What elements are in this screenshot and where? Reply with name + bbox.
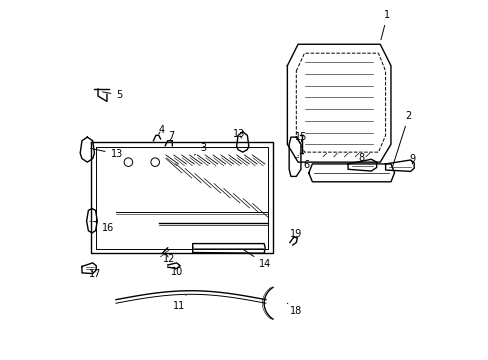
Text: 17: 17: [89, 269, 101, 279]
Text: 7: 7: [168, 131, 174, 141]
Text: 6: 6: [298, 156, 308, 170]
Text: 8: 8: [358, 153, 364, 163]
Text: 13: 13: [91, 148, 122, 159]
Text: 2: 2: [392, 111, 411, 167]
Text: 15: 15: [294, 132, 306, 142]
Text: 19: 19: [289, 229, 301, 239]
Text: 9: 9: [408, 154, 415, 164]
Text: 1: 1: [380, 10, 389, 40]
Text: 10: 10: [170, 267, 183, 277]
Text: 16: 16: [94, 221, 114, 233]
Text: 5: 5: [102, 90, 122, 100]
Text: 18: 18: [287, 303, 301, 316]
Text: 3: 3: [194, 143, 206, 155]
Text: 12: 12: [163, 254, 175, 264]
Text: 13: 13: [233, 129, 245, 139]
Text: 14: 14: [243, 249, 271, 269]
Text: 4: 4: [158, 125, 164, 135]
Text: 11: 11: [173, 296, 185, 311]
